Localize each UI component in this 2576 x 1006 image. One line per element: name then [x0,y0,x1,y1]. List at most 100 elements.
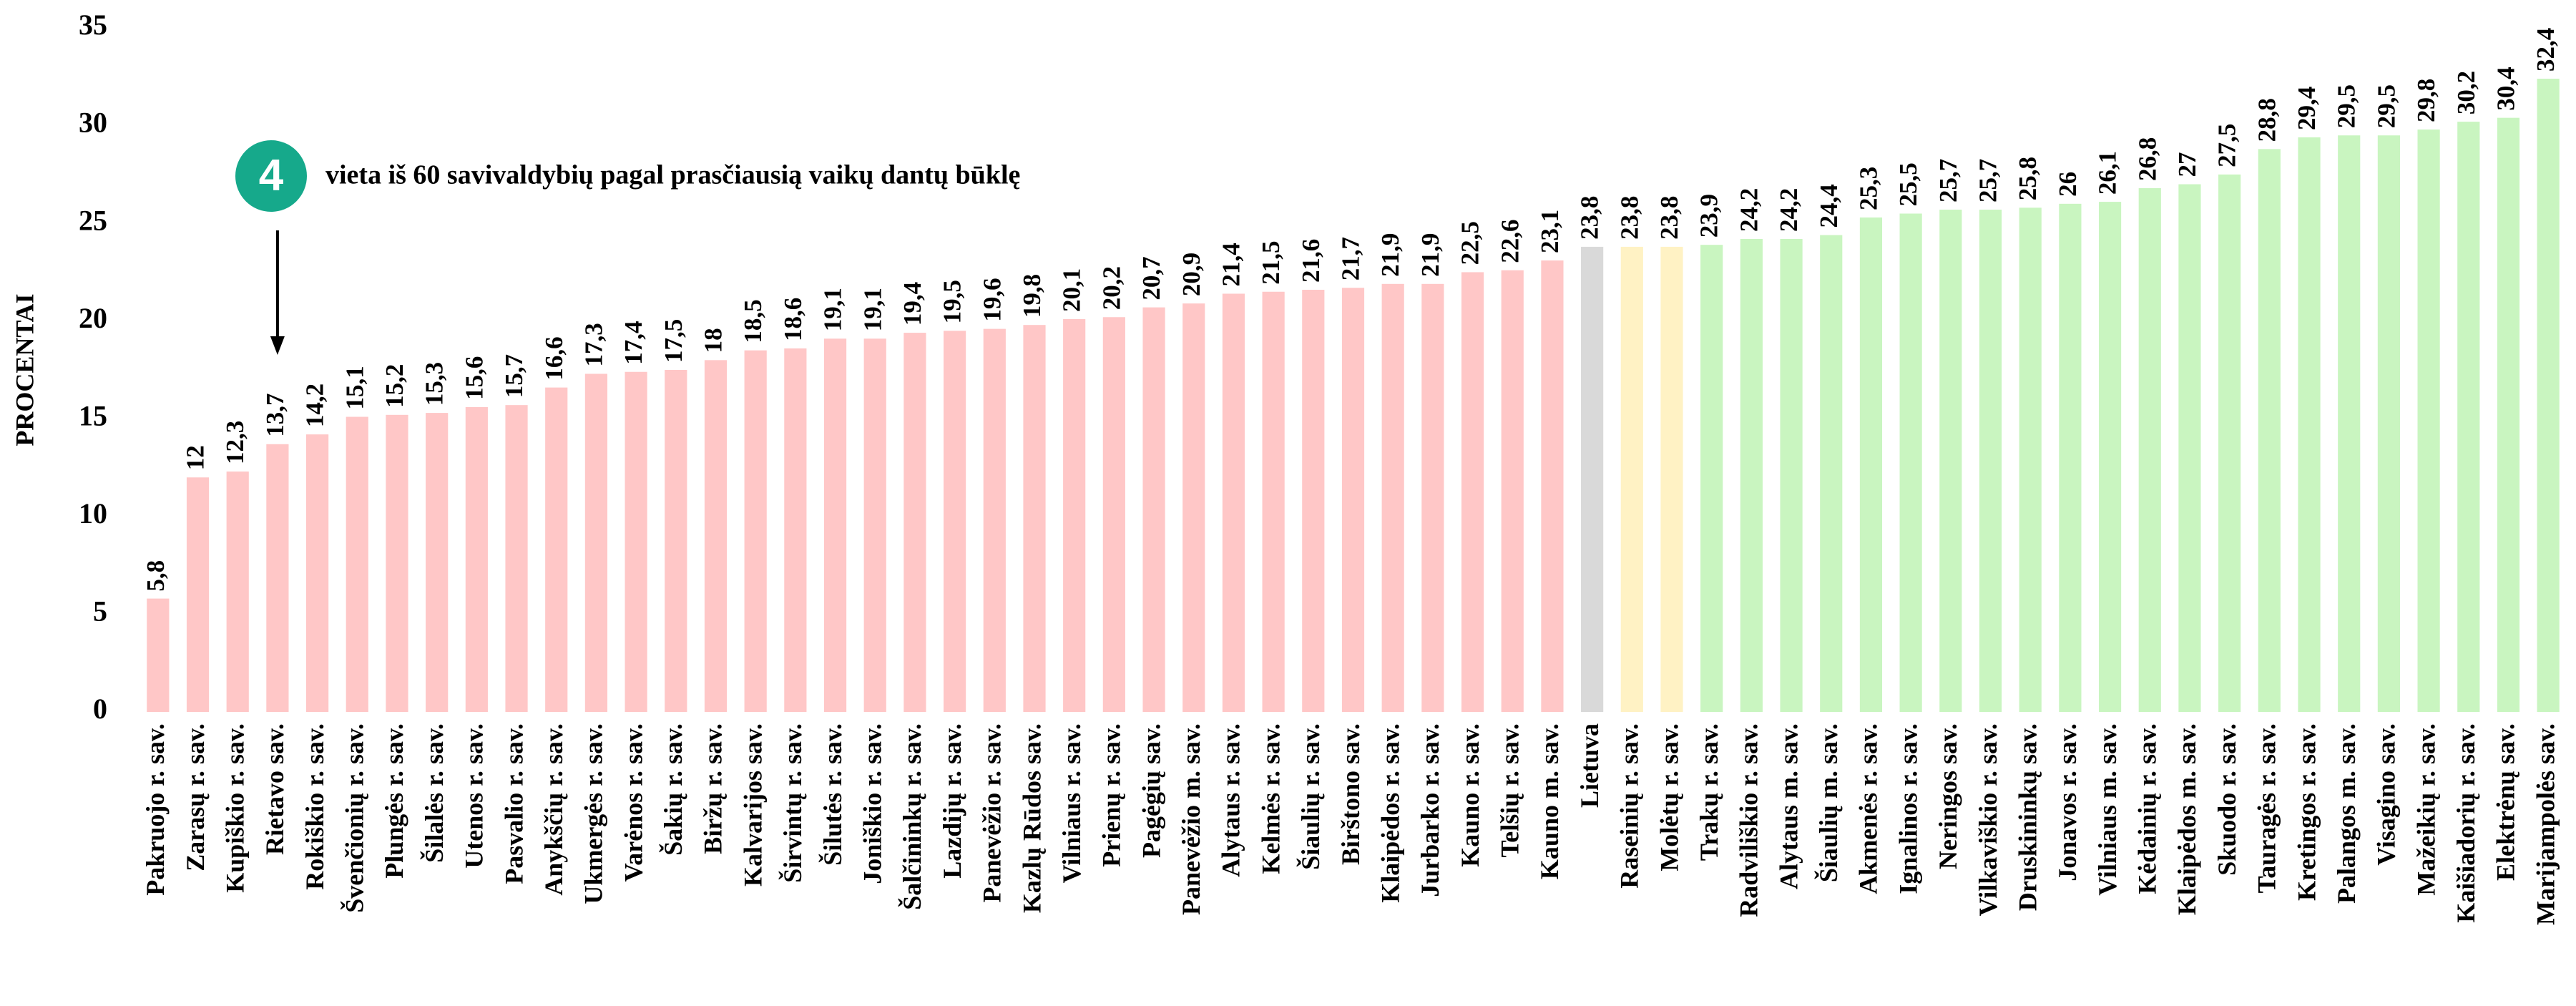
data-label: 20,7 [1137,256,1165,300]
bar [346,416,368,712]
data-label: 24,2 [1735,188,1763,232]
y-tick-label: 0 [93,693,107,725]
x-tick-label: Ukmergės r. sav. [579,723,608,904]
bar [983,328,1006,712]
x-tick-label: Visagino sav. [2372,723,2401,866]
x-tick-label: Klaipėdos r. sav. [1376,723,1404,903]
data-label: 20,2 [1097,266,1125,310]
bar [2377,135,2400,712]
data-label: 29,5 [2372,84,2400,128]
bar [2019,207,2042,712]
bar [784,348,807,712]
annotation-text: vieta iš 60 savivaldybių pagal prasčiaus… [325,160,1020,190]
bar [665,370,687,712]
data-label: 20,9 [1177,253,1205,296]
bar [944,331,966,712]
x-tick-label: Druskininkų sav. [2013,723,2042,911]
x-tick-label: Elektrėnų sav. [2492,723,2520,881]
data-label: 26,1 [2094,151,2122,195]
x-tick-label: Rietavo sav. [260,723,289,855]
x-tick-label: Šakių r. sav. [659,723,687,856]
x-tick-label: Palangos m. sav. [2332,723,2361,904]
data-label: 23,9 [1695,194,1723,238]
data-label: 15,3 [421,362,449,406]
data-label: 29,5 [2333,84,2361,128]
data-label: 28,8 [2253,98,2281,142]
data-label: 17,5 [660,319,687,363]
y-tick-label: 30 [79,107,107,139]
data-label: 19,8 [1018,274,1046,318]
bar [1620,246,1643,712]
data-label: 25,5 [1894,162,1922,206]
bar [1023,325,1046,713]
y-tick-label: 15 [79,399,107,431]
x-tick-label: Šiaulių m. sav. [1814,723,1843,882]
x-tick-label: Alytaus r. sav. [1217,723,1245,877]
y-tick-label: 5 [93,595,107,627]
data-label: 18,6 [779,298,807,341]
bar [903,333,926,712]
bar [2059,203,2082,712]
data-label: 21,6 [1297,239,1325,283]
bar [2298,137,2321,712]
x-tick-label: Ignalinos r. sav. [1894,723,1922,894]
bar [426,413,449,712]
data-label: 14,2 [301,384,329,427]
x-tick-label: Utenos r. sav. [460,723,489,869]
x-tick-label: Panevėžio r. sav. [978,723,1007,903]
data-label: 24,2 [1775,188,1803,232]
bar [1142,307,1165,712]
x-tick-label: Tauragės r. sav. [2253,723,2281,893]
x-tick-label: Kauno m. sav. [1535,723,1564,879]
x-tick-label: Birštono sav. [1336,723,1365,865]
x-tick-label: Šilutės r. sav. [818,723,847,866]
x-tick-label: Širvintų r. sav. [778,723,807,883]
data-label: 19,4 [898,282,926,326]
data-label: 20,1 [1058,268,1086,312]
data-label: 26,8 [2133,137,2161,181]
annotation-arrowhead [270,336,285,355]
bar [1700,245,1723,712]
data-label: 29,8 [2412,79,2440,122]
x-tick-label: Skuodo r. sav. [2213,723,2241,876]
data-label: 22,6 [1496,219,1524,263]
bar [1939,210,1962,713]
x-tick-label: Pagėgių sav. [1137,723,1165,858]
data-label: 27,5 [2213,124,2241,167]
data-label: 15,2 [381,364,408,408]
x-tick-label: Molėtų r. sav. [1655,723,1683,871]
x-tick-label: Kupiškio r. sav. [220,723,249,893]
bar [1302,290,1325,712]
x-tick-label: Neringos sav. [1934,723,1962,869]
data-label: 13,7 [261,394,289,437]
x-tick-label: Kaišiadorių r. sav. [2452,723,2480,923]
bar [2258,149,2281,712]
data-label: 19,6 [978,278,1006,321]
bar [1979,210,2002,713]
bar [1780,238,1803,713]
x-tick-label: Panevėžio m. sav. [1177,723,1205,915]
x-tick-label: Kelmės r. sav. [1256,723,1285,874]
bar [1182,303,1205,712]
bar [823,338,847,713]
data-label: 25,7 [1974,159,2002,202]
bar [1381,283,1404,712]
bar [625,371,647,712]
data-label: 30,4 [2492,67,2519,110]
x-tick-label: Joniškio r. sav. [858,723,887,884]
bar [1660,246,1683,712]
x-tick-label: Lietuva [1575,723,1604,808]
data-label: 21,7 [1337,237,1365,280]
bar [1541,260,1564,712]
x-tick-label: Švenčionių r. sav. [341,723,369,913]
data-label: 21,9 [1376,233,1404,277]
bar [1341,288,1365,712]
bar [1820,235,1843,712]
data-label: 30,2 [2452,71,2480,114]
x-tick-label: Mažeikių r. sav. [2411,723,2440,896]
bar [2218,174,2241,712]
data-label: 23,8 [1655,196,1683,240]
x-tick-label: Kauno r. sav. [1456,723,1484,867]
data-label: 23,1 [1536,210,1564,253]
